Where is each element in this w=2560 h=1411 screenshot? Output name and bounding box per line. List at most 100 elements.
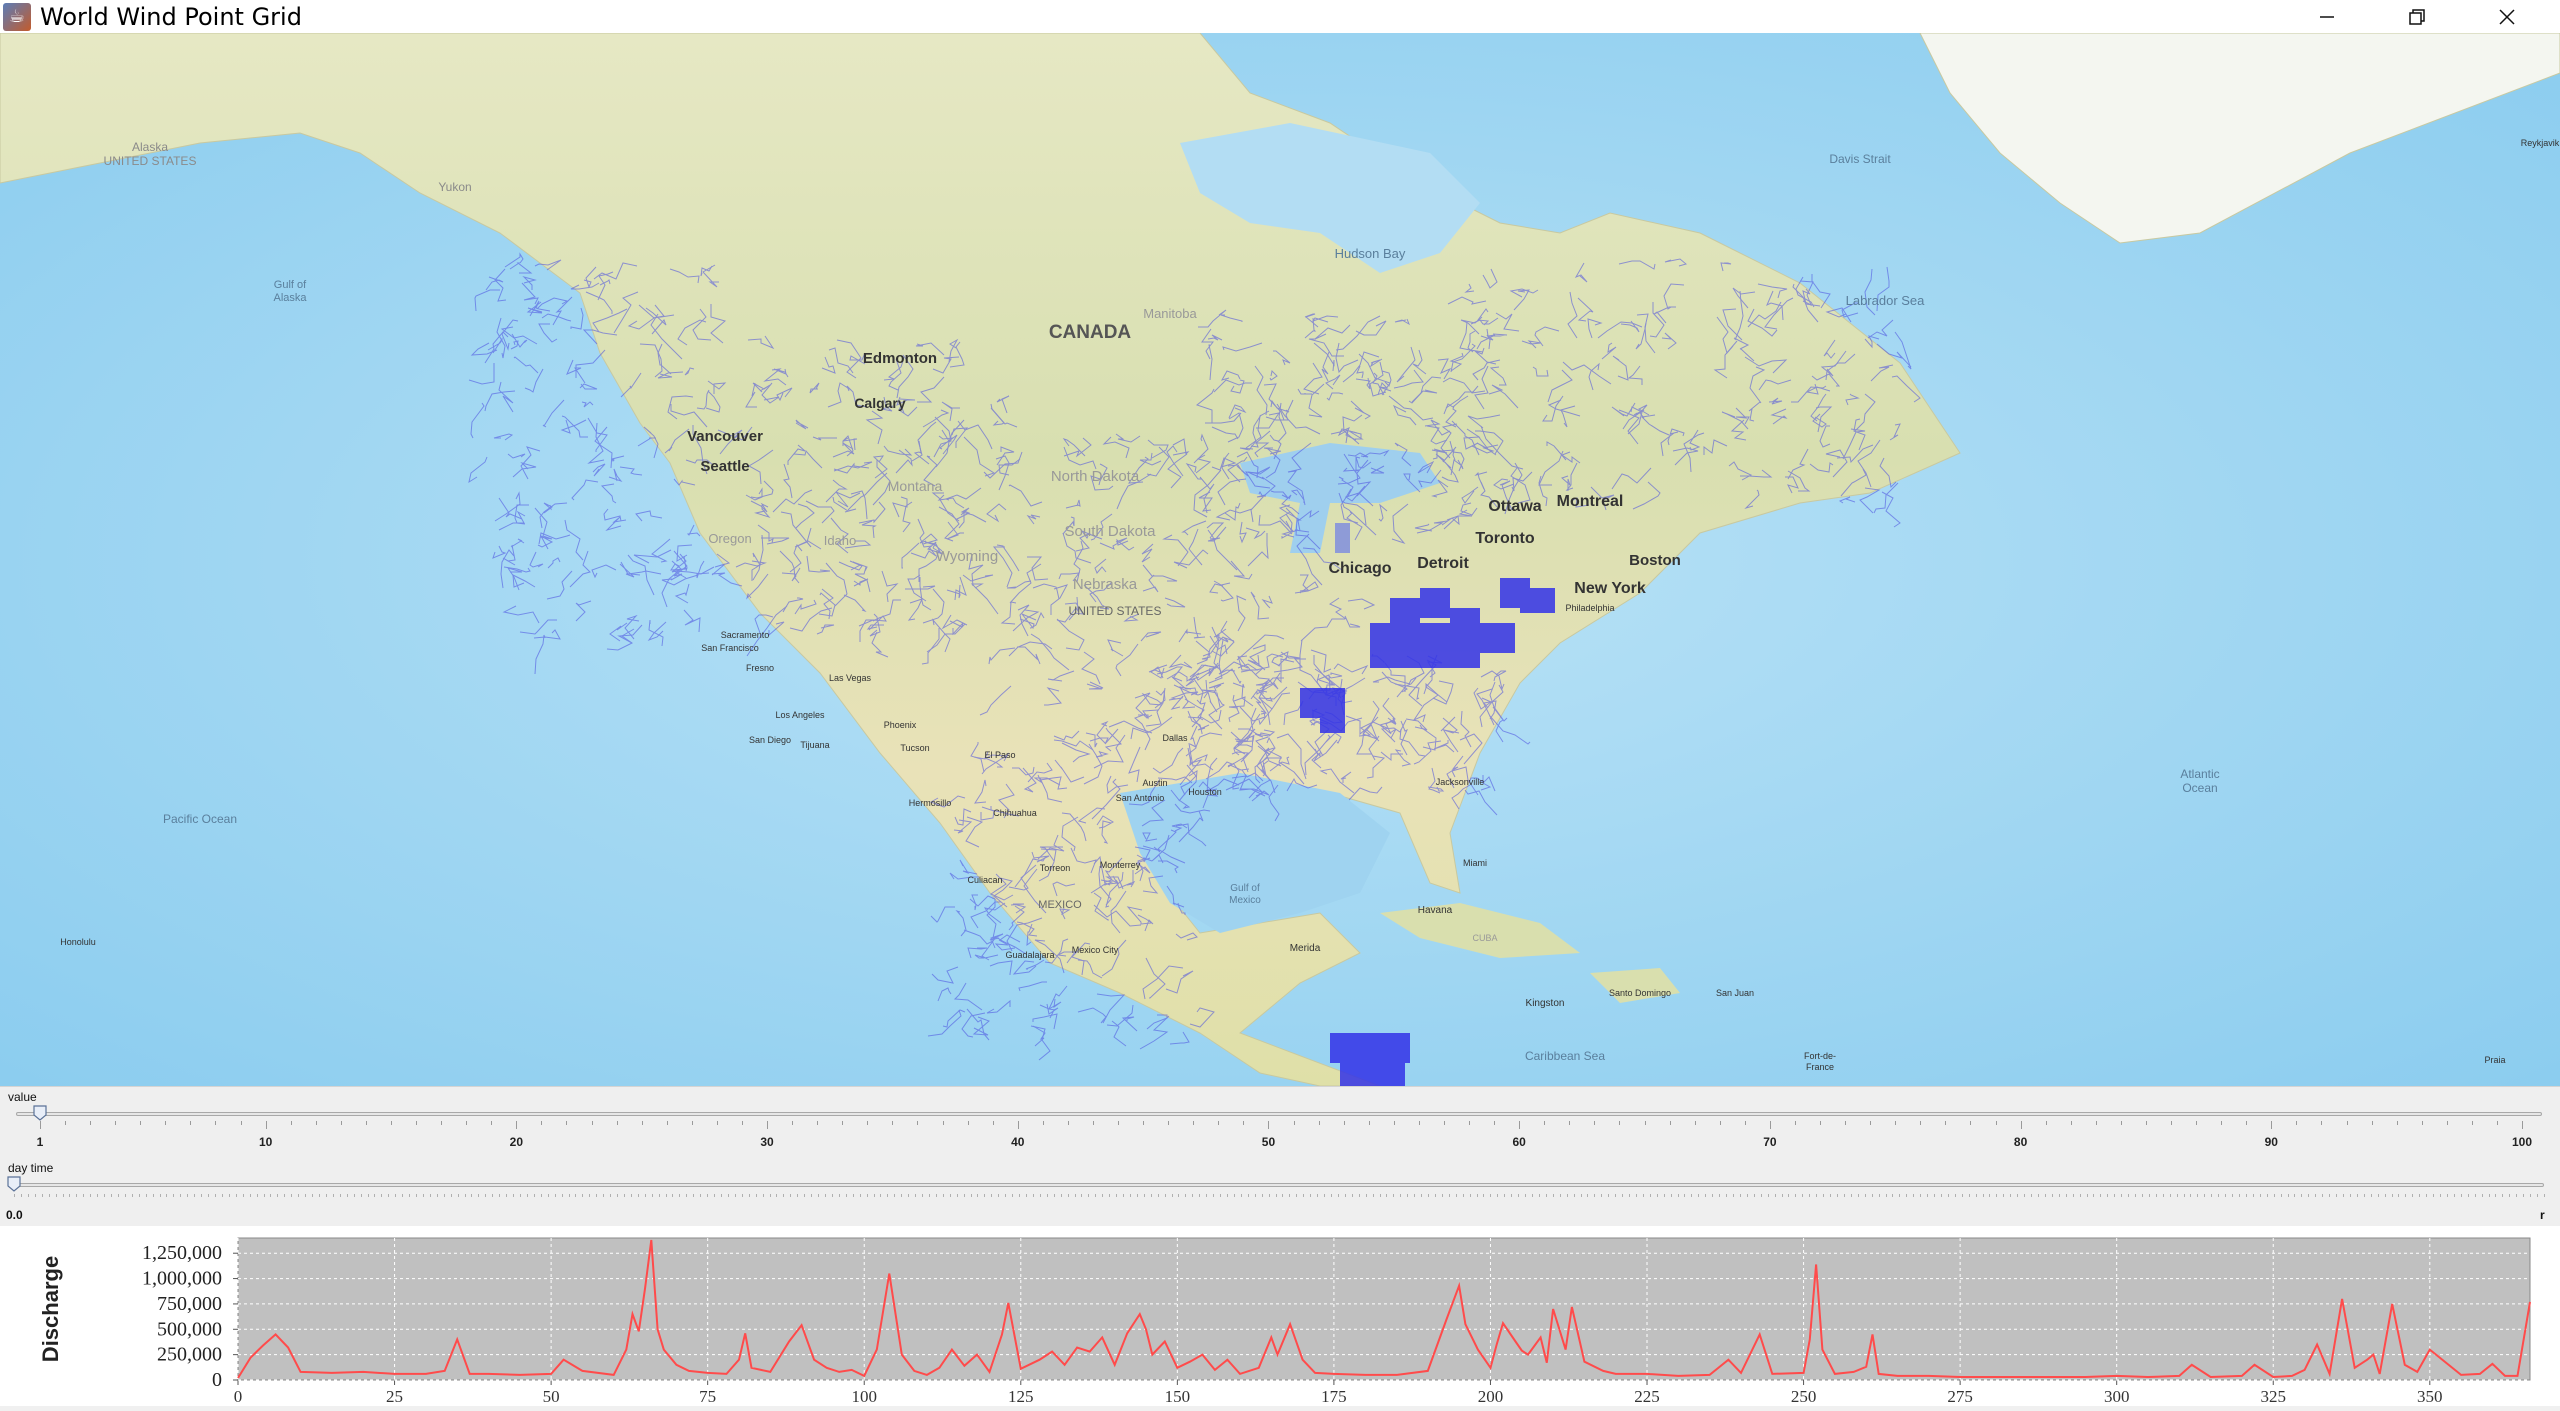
value-slider-tick <box>1469 1121 1471 1125</box>
x-tick-label: 250 <box>1791 1387 1817 1406</box>
value-slider-tick <box>691 1121 693 1125</box>
daytime-slider-tick <box>1116 1194 1118 1197</box>
daytime-slider-tick <box>2474 1194 2476 1197</box>
value-slider-tick <box>1644 1121 1646 1125</box>
daytime-slider-tick <box>2044 1194 2046 1197</box>
daytime-slider-tick <box>1760 1194 1762 1197</box>
map-label-sanjuan: San Juan <box>1716 988 1754 998</box>
map-label-chihuahua: Chihuahua <box>993 808 1037 818</box>
daytime-slider-tick <box>1767 1194 1769 1197</box>
daytime-slider-tick <box>658 1194 660 1197</box>
value-slider-thumb[interactable] <box>33 1105 47 1121</box>
daytime-slider-tick <box>2190 1194 2192 1197</box>
daytime-slider-tick <box>318 1194 320 1197</box>
daytime-slider-tick <box>1629 1194 1631 1197</box>
value-slider-tick <box>616 1121 618 1125</box>
daytime-slider-tick <box>2239 1194 2240 1197</box>
map-label-montana: Montana <box>888 478 943 494</box>
value-slider-tick-label: 30 <box>760 1135 774 1149</box>
value-slider-tick <box>1569 1121 1571 1125</box>
daytime-slider-tick <box>824 1194 826 1197</box>
daytime-slider-tick <box>630 1194 632 1197</box>
daytime-slider-tick <box>1171 1194 1173 1197</box>
daytime-slider-tick <box>450 1194 452 1197</box>
value-slider-tick <box>2496 1121 2498 1125</box>
map-label-losangeles: Los Angeles <box>775 710 825 720</box>
daytime-slider-tick <box>721 1194 722 1197</box>
daytime-slider-tick <box>1934 1194 1936 1197</box>
daytime-slider-tick <box>1310 1194 1312 1197</box>
daytime-slider-tick <box>1781 1194 1783 1197</box>
x-tick-label: 300 <box>2104 1387 2130 1406</box>
map-label-idaho: Idaho <box>824 533 857 548</box>
value-slider-tick-label: 60 <box>1512 1135 1526 1149</box>
daytime-slider-tick <box>2412 1194 2414 1197</box>
map-label-monterrey: Monterrey <box>1100 860 1141 870</box>
daytime-slider-tick <box>2079 1194 2081 1197</box>
hudson-bay <box>1180 123 1480 273</box>
map-label-labrador: Labrador Sea <box>1846 293 1926 308</box>
daytime-slider-tick <box>1275 1194 1277 1197</box>
daytime-slider-tick <box>2273 1194 2275 1197</box>
map-label-santodomingo: Santo Domingo <box>1609 988 1671 998</box>
map-label-dallas: Dallas <box>1162 733 1188 743</box>
daytime-slider-tick <box>228 1194 230 1197</box>
daytime-slider-tick <box>915 1194 917 1197</box>
daytime-slider-tick <box>1885 1194 1887 1197</box>
daytime-slider-tick <box>2433 1194 2435 1197</box>
daytime-slider-tick <box>284 1194 286 1197</box>
daytime-slider-tick <box>651 1194 653 1197</box>
close-button[interactable] <box>2462 0 2552 33</box>
daytime-slider-tick <box>1622 1194 1624 1197</box>
map-label-austin: Austin <box>1142 778 1167 788</box>
discharge-grid-cells <box>1300 578 1555 1086</box>
daytime-slider-tick <box>208 1194 210 1197</box>
daytime-slider-tick <box>984 1194 986 1197</box>
daytime-slider-tick <box>2058 1194 2060 1197</box>
daytime-slider-tick <box>1053 1194 1055 1197</box>
map-canvas[interactable]: Alaska UNITED STATES Yukon Gulf of Alaska Hud… <box>0 33 2560 1086</box>
daytime-slider-tick <box>242 1194 244 1197</box>
daytime-slider-tick <box>62 1194 64 1197</box>
value-slider-tick <box>1393 1121 1395 1125</box>
daytime-slider-thumb[interactable] <box>7 1176 21 1192</box>
map-label-alaska: Alaska UNITED STATES <box>104 140 197 168</box>
daytime-slider-track[interactable] <box>8 1183 2544 1187</box>
daytime-slider-tick <box>1525 1194 1527 1197</box>
x-tick-label: 75 <box>699 1387 716 1406</box>
x-tick-label: 350 <box>2417 1387 2443 1406</box>
x-tick-label: 175 <box>1321 1387 1347 1406</box>
daytime-slider-tick <box>1351 1194 1353 1197</box>
value-slider-tick <box>290 1121 292 1125</box>
daytime-slider-tick <box>2460 1194 2462 1197</box>
daytime-slider-tick <box>1088 1194 1090 1197</box>
daytime-slider-tick <box>1240 1194 1242 1197</box>
map-label-gulfmexico: Gulf of Mexico <box>1229 883 1261 906</box>
map-label-praia: Praia <box>2484 1055 2505 1065</box>
daytime-slider-tick <box>1026 1194 1027 1197</box>
value-slider-tick <box>1820 1121 1822 1125</box>
daytime-slider-tick <box>381 1194 383 1197</box>
daytime-slider-tick <box>1892 1194 1894 1197</box>
daytime-slider-tick <box>201 1194 203 1197</box>
daytime-slider-tick <box>194 1194 196 1197</box>
daytime-slider-tick <box>464 1194 466 1197</box>
value-slider-tick-label: 90 <box>2264 1135 2278 1149</box>
value-slider-track[interactable] <box>16 1112 2542 1116</box>
map-label-ottawa: Ottawa <box>1488 498 1541 515</box>
daytime-slider-tick <box>2114 1194 2116 1197</box>
daytime-slider-tick <box>1337 1194 1339 1197</box>
daytime-slider-tick <box>2128 1194 2130 1197</box>
map-label-wyoming: Wyoming <box>936 548 998 565</box>
globe-map-view[interactable]: Alaska UNITED STATES Yukon Gulf of Alaska Hud… <box>0 33 2560 1086</box>
daytime-slider-tick <box>866 1194 868 1197</box>
daytime-slider-tick <box>894 1194 896 1197</box>
value-slider-tick <box>867 1121 869 1125</box>
daytime-slider-tick <box>568 1194 570 1197</box>
restore-button[interactable] <box>2372 0 2462 33</box>
value-slider-tick <box>416 1121 418 1125</box>
minimize-button[interactable] <box>2282 0 2372 33</box>
daytime-slider-tick <box>1206 1194 1208 1197</box>
map-label-fresno: Fresno <box>746 663 774 673</box>
x-tick-label: 325 <box>2260 1387 2286 1406</box>
